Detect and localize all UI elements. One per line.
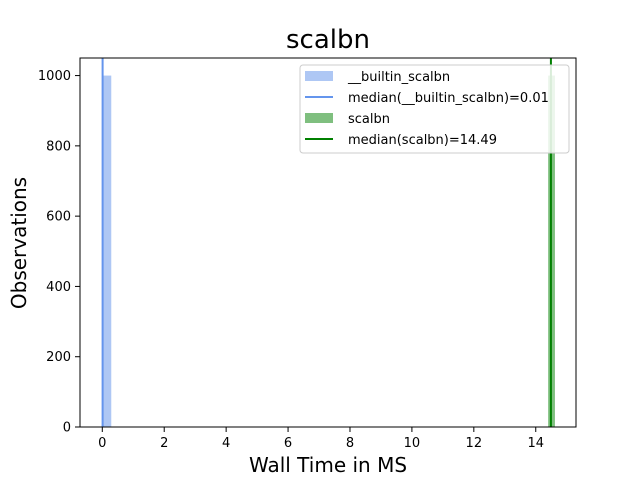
legend: __builtin_scalbn median(__builtin_scalbn)… [299,64,570,154]
x-tick-label: 8 [346,436,354,451]
x-axis-label: Wall Time in MS [249,453,407,477]
axes-layer: 0 2 4 6 8 10 12 14 0 200 400 600 800 1000 [38,57,577,451]
y-tick-label: 0 [63,421,71,436]
y-tick-label: 200 [46,350,71,365]
x-tick-label: 6 [284,436,292,451]
x-tick-label: 2 [160,436,168,451]
legend-label--builtin-scalbn-median: median(__builtin_scalbn)=0.01 [348,91,549,106]
chart-title: scalbn [286,25,370,55]
legend-box [299,64,570,154]
x-tick-label: 0 [98,436,106,451]
legend-label-scalbn: scalbn [348,112,390,127]
y-tick-label: 600 [46,210,71,225]
axes-frame [79,57,577,428]
x-tick-label: 10 [404,436,421,451]
legend-label-scalbn-median: median(scalbn)=14.49 [348,133,497,148]
y-tick-label: 400 [46,280,71,295]
legend-swatch-scalbn [305,113,333,123]
histogram-bar--builtin-scalbn-0 [102,75,112,428]
y-axis-label: Observations [7,177,31,309]
x-tick-label: 14 [527,436,544,451]
legend-swatch--builtin-scalbn [305,71,333,81]
x-tick-label: 4 [222,436,230,451]
x-tick-label: 12 [466,436,483,451]
y-tick-label: 800 [46,139,71,154]
legend-label--builtin-scalbn: __builtin_scalbn [347,70,450,85]
y-tick-label: 1000 [38,69,71,84]
